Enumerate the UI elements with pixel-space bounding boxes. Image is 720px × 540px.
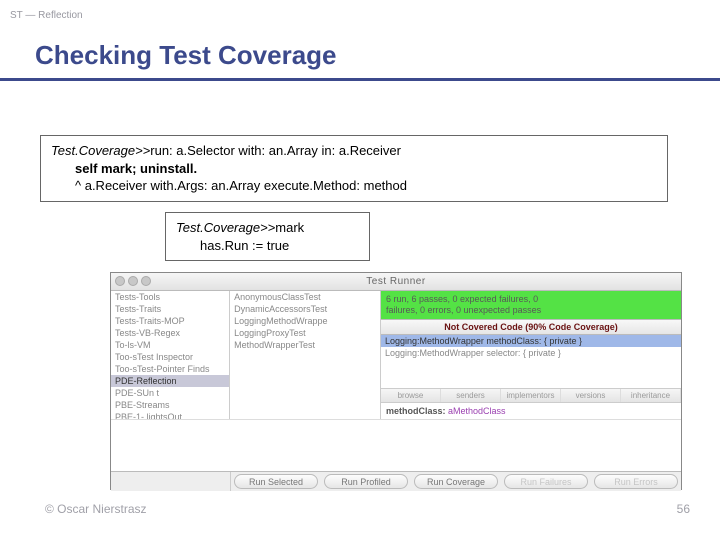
method-keyword: methodClass:: [386, 406, 448, 416]
coverage-item[interactable]: Logging:MethodWrapper methodClass: { pri…: [381, 335, 681, 347]
results-pane: 6 run, 6 passes, 0 expected failures, 0 …: [381, 291, 681, 419]
traffic-lights[interactable]: [115, 276, 151, 286]
code-body-line: has.Run := true: [176, 237, 359, 255]
code-block-mark: Test.Coverage>>mark has.Run := true: [165, 212, 370, 261]
class-item[interactable]: AnonymousClassTest: [230, 291, 380, 303]
button-bar-spacer: [111, 472, 231, 491]
coverage-item[interactable]: Logging:MethodWrapper selector: { privat…: [381, 347, 681, 359]
class-item[interactable]: LoggingMethodWrappe: [230, 315, 380, 327]
status-line: failures, 0 errors, 0 unexpected passes: [386, 305, 541, 315]
page-title: Checking Test Coverage: [35, 40, 337, 71]
package-item[interactable]: PDE-SUn t: [111, 387, 229, 399]
package-item[interactable]: Tests-Traits: [111, 303, 229, 315]
browser-tab[interactable]: inheritance: [621, 389, 681, 402]
results-status-bar: 6 run, 6 passes, 0 expected failures, 0 …: [381, 291, 681, 319]
not-covered-header: Not Covered Code (90% Code Coverage): [381, 319, 681, 335]
package-item[interactable]: Tests-Traits-MOP: [111, 315, 229, 327]
browser-tab[interactable]: senders: [441, 389, 501, 402]
package-item[interactable]: Tests-Tools: [111, 291, 229, 303]
code-class-selector: Test.Coverage>>: [51, 143, 150, 158]
package-list[interactable]: Tests-ToolsTests-TraitsTests-Traits-MOPT…: [111, 291, 230, 419]
main-panes: Tests-ToolsTests-TraitsTests-Traits-MOPT…: [111, 291, 681, 419]
package-item[interactable]: Tests-VB-Regex: [111, 327, 229, 339]
test-runner-window: Test Runner Tests-ToolsTests-TraitsTests…: [110, 272, 682, 490]
browser-tab[interactable]: versions: [561, 389, 621, 402]
code-body-line: self mark; uninstall.: [51, 160, 657, 178]
zoom-icon[interactable]: [141, 276, 151, 286]
code-method-signature: mark: [275, 220, 304, 235]
browser-tab[interactable]: implementors: [501, 389, 561, 402]
run-errors-button[interactable]: Run Errors: [594, 474, 678, 489]
package-item[interactable]: PDE-Reflection: [111, 375, 229, 387]
package-item[interactable]: To-ls-VM: [111, 339, 229, 351]
run-coverage-button[interactable]: Run Coverage: [414, 474, 498, 489]
browser-tabs[interactable]: browsesendersimplementorsversionsinherit…: [381, 389, 681, 403]
method-source: methodClass: aMethodClass: [381, 403, 681, 419]
package-item[interactable]: PBE-Streams: [111, 399, 229, 411]
run-selected-button[interactable]: Run Selected: [234, 474, 318, 489]
window-titlebar[interactable]: Test Runner: [111, 273, 681, 291]
package-item[interactable]: Too-sTest Inspector: [111, 351, 229, 363]
class-item[interactable]: LoggingProxyTest: [230, 327, 380, 339]
package-item[interactable]: Too-sTest-Pointer Finds: [111, 363, 229, 375]
code-class-selector: Test.Coverage>>: [176, 220, 275, 235]
title-underline: [0, 78, 720, 81]
page-number: 56: [677, 502, 690, 516]
class-item[interactable]: DynamicAccessorsTest: [230, 303, 380, 315]
method-arg: aMethodClass: [448, 406, 506, 416]
close-icon[interactable]: [115, 276, 125, 286]
code-body-line: ^ a.Receiver with.Args: an.Array execute…: [51, 177, 657, 195]
status-line: 6 run, 6 passes, 0 expected failures, 0: [386, 294, 538, 304]
code-method-signature: run: a.Selector with: an.Array in: a.Rec…: [150, 143, 401, 158]
button-bar: Run Selected Run Profiled Run Coverage R…: [111, 471, 681, 491]
browser-tab[interactable]: browse: [381, 389, 441, 402]
breadcrumb: ST — Reflection: [10, 10, 83, 21]
class-list[interactable]: AnonymousClassTestDynamicAccessorsTestLo…: [230, 291, 381, 419]
class-item[interactable]: MethodWrapperTest: [230, 339, 380, 351]
package-item[interactable]: PBE-1- lightsOut: [111, 411, 229, 419]
footer-copyright: © Oscar Nierstrasz: [45, 502, 147, 516]
minimize-icon[interactable]: [128, 276, 138, 286]
coverage-list[interactable]: Logging:MethodWrapper methodClass: { pri…: [381, 335, 681, 389]
window-title: Test Runner: [366, 276, 425, 287]
run-failures-button[interactable]: Run Failures: [504, 474, 588, 489]
code-block-run: Test.Coverage>>run: a.Selector with: an.…: [40, 135, 668, 202]
lower-pane: [111, 419, 681, 471]
run-profiled-button[interactable]: Run Profiled: [324, 474, 408, 489]
